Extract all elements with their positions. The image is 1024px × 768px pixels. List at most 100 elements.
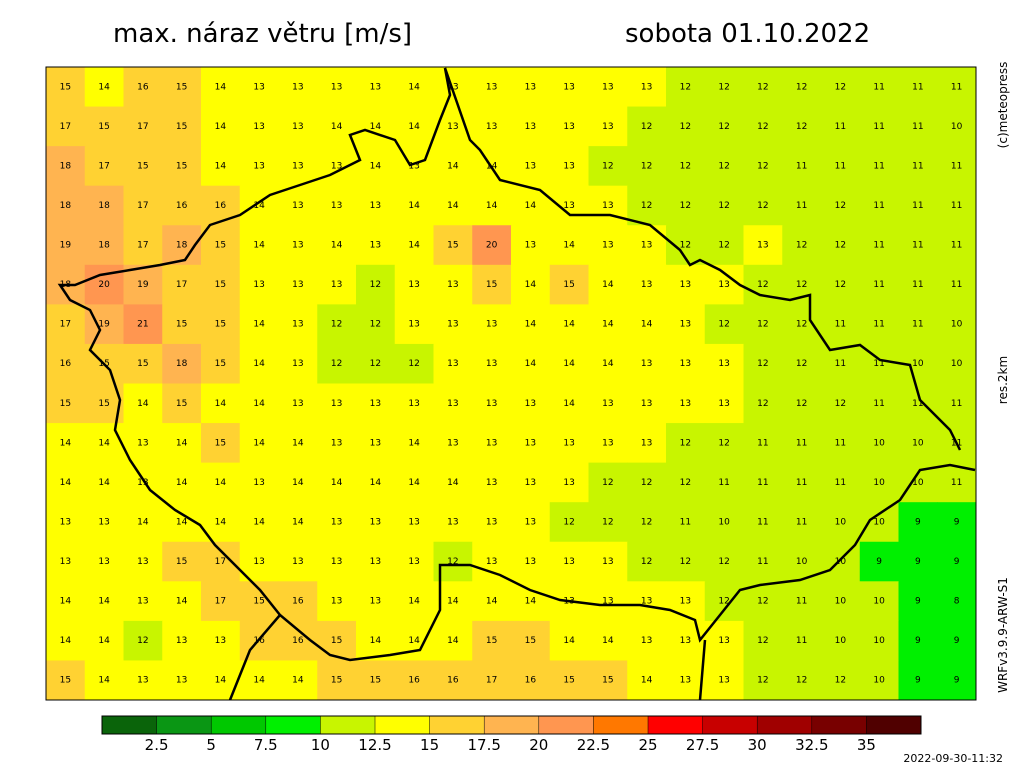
field-value: 12: [835, 399, 846, 409]
colorbar-swatch: [265, 716, 321, 734]
field-cell: [317, 423, 357, 464]
field-value: 14: [176, 438, 188, 448]
field-cell: [588, 106, 628, 147]
field-cell: [162, 67, 202, 108]
border: [698, 639, 707, 701]
field-cell: [278, 304, 318, 345]
field-value: 12: [331, 359, 342, 369]
field-cell: [433, 383, 473, 424]
field-cell: [549, 502, 589, 543]
field-cell: [317, 67, 357, 108]
field-value: 13: [602, 399, 613, 409]
field-value: 18: [60, 161, 72, 171]
field-cell: [433, 502, 473, 543]
field-value: 12: [680, 557, 691, 567]
field-value: 13: [292, 241, 303, 251]
field-value: 13: [253, 478, 264, 488]
field-value: 19: [137, 280, 149, 290]
field-cell: [162, 264, 202, 305]
field-value: 14: [253, 438, 265, 448]
field-value: 10: [873, 636, 885, 646]
field-cell: [898, 225, 938, 266]
field-value: 11: [873, 201, 884, 211]
field-value: 13: [253, 280, 264, 290]
field-cell: [898, 423, 938, 464]
field-cell: [549, 383, 589, 424]
field-cell: [356, 146, 396, 187]
field-cell: [511, 146, 551, 187]
field-value: 14: [563, 359, 575, 369]
field-value: 13: [486, 517, 497, 527]
field-cell: [278, 383, 318, 424]
field-cell: [588, 660, 628, 701]
field-value: 12: [641, 201, 652, 211]
field-cell: [162, 304, 202, 345]
field-value: 13: [370, 399, 381, 409]
field-cell: [743, 225, 783, 266]
field-value: 15: [176, 122, 187, 132]
field-cell: [937, 581, 977, 622]
field-value: 12: [718, 201, 729, 211]
field-value: 14: [215, 517, 227, 527]
field-value: 13: [680, 320, 691, 330]
field-cell: [46, 106, 86, 147]
field-cell: [704, 264, 744, 305]
field-value: 17: [215, 557, 226, 567]
field-cell: [239, 225, 279, 266]
field-value: 11: [835, 438, 846, 448]
field-cell: [627, 462, 667, 503]
field-value: 11: [951, 399, 962, 409]
field-value: 15: [60, 82, 71, 92]
field-value: 11: [912, 161, 923, 171]
field-cell: [317, 462, 357, 503]
field-value: 13: [602, 201, 613, 211]
field-value: 14: [215, 82, 227, 92]
field-cell: [627, 423, 667, 464]
field-cell: [356, 423, 396, 464]
field-cell: [666, 146, 706, 187]
colorbar: 2.5 5 7.5 10 12.5 15 17.5 20 22.5 25 27.5 30 32.5 35: [101, 715, 922, 754]
field-cell: [627, 660, 667, 701]
field-cell: [317, 264, 357, 305]
field-value: 18: [176, 359, 188, 369]
field-value: 8: [954, 597, 960, 607]
field-value: 13: [447, 280, 458, 290]
map-frame: [45, 66, 977, 701]
field-value: 17: [60, 122, 71, 132]
field-value: 12: [680, 478, 691, 488]
field-value: 13: [331, 399, 342, 409]
field-value: 14: [408, 122, 420, 132]
field-cell: [898, 581, 938, 622]
colorbar-label: 15: [420, 736, 439, 754]
field-value: 11: [757, 478, 768, 488]
field-cell: [123, 106, 163, 147]
field-value: 13: [292, 280, 303, 290]
field-cell: [511, 225, 551, 266]
field-value: 15: [176, 320, 187, 330]
colorbar-label: 22.5: [577, 736, 610, 754]
field-value: 13: [137, 676, 148, 686]
field-value: 12: [835, 280, 846, 290]
field-cell: [821, 423, 861, 464]
field-value: 14: [215, 676, 227, 686]
field-value: 11: [951, 201, 962, 211]
field-value: 15: [215, 359, 226, 369]
field-value: 11: [951, 241, 962, 251]
field-cell: [898, 146, 938, 187]
field-cell: [239, 462, 279, 503]
field-cell: [511, 383, 551, 424]
field-value: 15: [447, 241, 458, 251]
field-cell: [666, 383, 706, 424]
field-value: 11: [873, 399, 884, 409]
field-cell: [162, 581, 202, 622]
field-cell: [201, 106, 241, 147]
field-cell: [937, 106, 977, 147]
field-value: 12: [835, 676, 846, 686]
field-value: 18: [98, 201, 110, 211]
field-cell: [46, 67, 86, 108]
field-cell: [549, 185, 589, 226]
field-cell: [666, 502, 706, 543]
field-cell: [201, 541, 241, 582]
field-value: 13: [680, 597, 691, 607]
field-cell: [588, 502, 628, 543]
